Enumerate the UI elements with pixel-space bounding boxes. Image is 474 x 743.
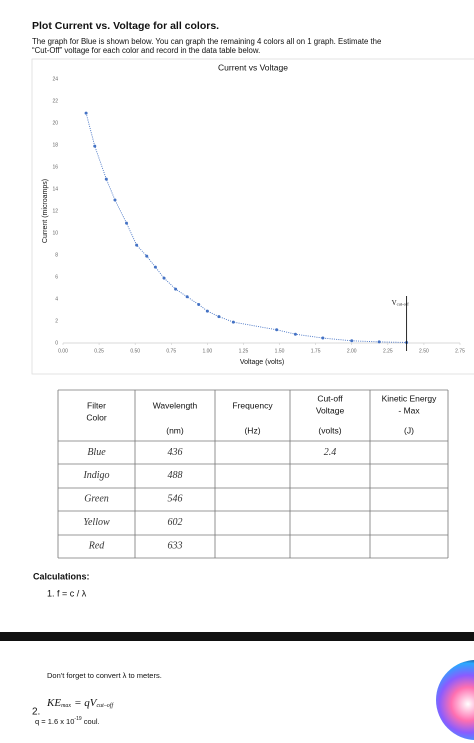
data-point — [93, 144, 97, 148]
column-unit: (volts) — [318, 425, 341, 435]
table-cell: 2.4 — [324, 447, 337, 458]
data-point — [217, 315, 221, 319]
equation: KEmax = qVcut–off — [46, 697, 114, 710]
y-tick-label: 10 — [52, 230, 58, 236]
x-tick-label: 0.50 — [130, 348, 140, 354]
page-break — [0, 632, 474, 641]
heading: Plot Current vs. Voltage for all colors. — [32, 20, 219, 32]
data-point — [231, 320, 235, 324]
data-point — [125, 221, 129, 225]
y-tick-label: 16 — [52, 164, 58, 170]
data-point — [135, 243, 139, 247]
x-tick-label: 2.75 — [455, 348, 465, 354]
chart: Current vs Voltage Voltage (volts) Current… — [42, 62, 465, 366]
y-axis-label: Current (microamps) — [42, 179, 49, 243]
instructions: “Cut-Off” voltage for each color and rec… — [32, 46, 260, 55]
column-title: Color — [86, 412, 106, 422]
charge: q = 1.6 x 10-19 coul. — [35, 716, 100, 726]
data-point — [377, 340, 381, 344]
eq-rhs-sub: cut–off — [96, 702, 114, 709]
step-1: 1. f = c / λ — [47, 588, 87, 598]
eq-lhs: KE — [46, 697, 61, 709]
column-title: - Max — [398, 405, 420, 415]
y-tick-label: 14 — [52, 186, 58, 192]
eq-rhs: = qV — [74, 697, 98, 709]
y-tick-label: 8 — [55, 252, 58, 258]
y-tick-label: 4 — [55, 296, 58, 302]
note: Don't forget to convert λ to meters. — [47, 671, 162, 680]
x-tick-label: 0.75 — [166, 348, 176, 354]
y-tick-label: 2 — [55, 318, 58, 324]
data-table: Filter Color Wavelength (nm) Frequency (Hz) Cu… — [57, 389, 449, 559]
data-point — [275, 328, 279, 332]
x-tick-label: 0.25 — [94, 348, 104, 354]
table-cell: 602 — [168, 517, 183, 528]
y-tick-label: 0 — [55, 340, 58, 346]
table-cell: 633 — [168, 540, 183, 551]
column-unit: (nm) — [166, 425, 184, 435]
cutoff-label-main: V — [392, 299, 397, 307]
x-tick-label: 1.50 — [275, 348, 285, 354]
table-cell: Green — [84, 494, 109, 505]
data-point — [113, 198, 117, 202]
y-tick-label: 6 — [55, 274, 58, 280]
calculations-title: Calculations: — [33, 571, 90, 581]
table-cell: Blue — [87, 447, 106, 458]
column-unit: (Hz) — [244, 425, 260, 435]
charge-exp: -19 — [74, 716, 81, 722]
data-point — [104, 177, 108, 181]
chart-frame — [31, 58, 474, 375]
data-point — [350, 339, 354, 343]
eq-lhs-sub: max — [61, 703, 71, 709]
data-point — [174, 287, 178, 291]
step-2-number: 2. — [32, 707, 40, 718]
table-cell: Red — [88, 540, 106, 551]
data-point — [185, 295, 189, 299]
table-cell: Indigo — [82, 470, 109, 481]
instructions: The graph for Blue is shown below. You c… — [32, 37, 381, 46]
column-title: Cut-off — [317, 393, 343, 403]
column-title: Wavelength — [153, 400, 198, 410]
data-point — [197, 303, 201, 306]
cutoff-label-sub: cut-off — [397, 302, 410, 307]
chart-title: Current vs Voltage — [218, 62, 288, 72]
x-axis-label: Voltage (volts) — [240, 359, 284, 366]
x-tick-label: 2.00 — [347, 348, 357, 354]
data-point — [321, 336, 325, 340]
data-point — [162, 276, 166, 280]
column-unit: (J) — [404, 425, 414, 435]
x-tick-label: 2.25 — [383, 348, 393, 354]
column-title: Kinetic Energy — [382, 393, 438, 403]
data-point — [84, 111, 88, 115]
cutoff-label: Vcut-off — [392, 299, 410, 307]
charge-unit: coul. — [82, 717, 100, 726]
y-tick-label: 24 — [52, 76, 58, 82]
y-tick-label: 12 — [52, 208, 58, 214]
x-tick-label: 2.50 — [419, 348, 429, 354]
data-point — [293, 332, 297, 336]
table-cell: 546 — [168, 494, 183, 505]
column-title: Voltage — [316, 405, 345, 415]
table-cell: Yellow — [83, 517, 110, 528]
data-point — [145, 254, 149, 258]
table-cell: 436 — [168, 447, 183, 458]
data-point — [205, 309, 209, 313]
x-tick-label: 1.00 — [202, 348, 212, 354]
y-tick-label: 22 — [52, 98, 58, 104]
charge-text: q = 1.6 x 10 — [35, 717, 74, 726]
assistant-icon[interactable] — [436, 660, 474, 740]
y-tick-label: 18 — [52, 142, 58, 148]
column-title: Filter — [87, 400, 106, 410]
y-tick-label: 20 — [52, 120, 58, 126]
x-tick-label: 1.75 — [311, 348, 321, 354]
data-point — [153, 265, 157, 269]
column-title: Frequency — [232, 400, 273, 410]
x-tick-label: 0.00 — [58, 348, 68, 354]
x-tick-label: 1.25 — [239, 348, 249, 354]
table-cell: 488 — [168, 470, 183, 481]
